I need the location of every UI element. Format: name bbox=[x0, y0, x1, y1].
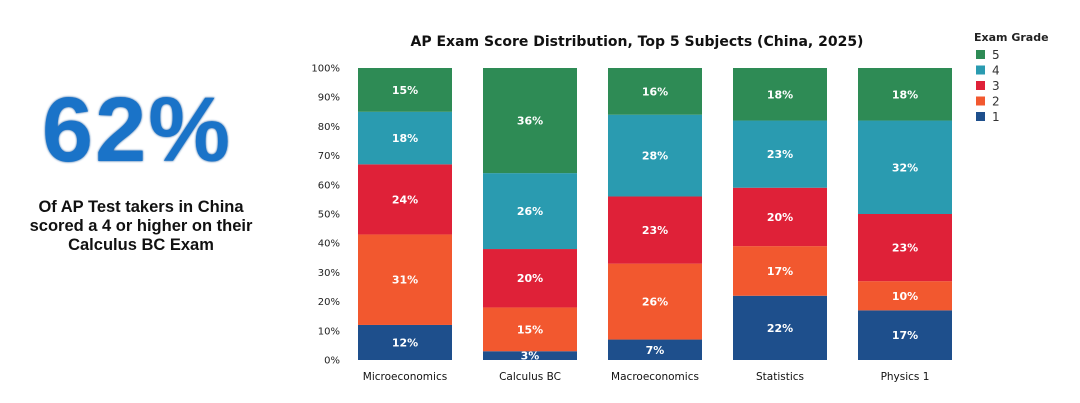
bar-segment-grade-5 bbox=[858, 68, 952, 121]
data-label: 16% bbox=[642, 85, 668, 98]
data-label: 22% bbox=[767, 322, 793, 335]
y-tick-label: 70% bbox=[318, 151, 340, 162]
legend-swatch bbox=[976, 112, 985, 121]
data-label: 23% bbox=[892, 242, 918, 255]
data-label: 20% bbox=[517, 272, 543, 285]
data-label: 18% bbox=[892, 88, 918, 101]
bar-segment-grade-2 bbox=[733, 246, 827, 296]
legend-swatch bbox=[976, 50, 985, 59]
bar-segment-grade-5 bbox=[733, 68, 827, 121]
legend-label: 1 bbox=[992, 110, 1000, 124]
bar-segment-grade-3 bbox=[858, 214, 952, 282]
legend-swatch bbox=[976, 96, 985, 106]
y-tick-label: 50% bbox=[318, 210, 340, 221]
legend-title: Exam Grade bbox=[974, 31, 1049, 44]
legend: Exam Grade 5 43 21 bbox=[974, 31, 1049, 124]
y-tick-label: 90% bbox=[318, 93, 340, 104]
data-label: 32% bbox=[892, 161, 918, 174]
bar-segment-grade-3 bbox=[608, 196, 702, 264]
x-tick-label: Physics 1 bbox=[881, 371, 930, 383]
bar-segment-grade-4 bbox=[858, 120, 952, 214]
y-tick-label: 10% bbox=[318, 326, 340, 337]
data-label: 10% bbox=[892, 290, 918, 303]
bar-segment-grade-1 bbox=[733, 295, 827, 360]
headline-caption: Of AP Test takers in China scored a 4 or… bbox=[29, 198, 253, 254]
data-label: 15% bbox=[392, 84, 418, 97]
y-tick-label: 80% bbox=[318, 122, 340, 133]
data-label: 15% bbox=[517, 323, 543, 336]
legend-label: 4 bbox=[992, 64, 1000, 78]
data-label: 31% bbox=[392, 274, 418, 287]
bar-segment-grade-5 bbox=[608, 68, 702, 115]
bar-segment-grade-1 bbox=[483, 351, 577, 360]
data-label: 23% bbox=[767, 148, 793, 161]
bar-segment-grade-4 bbox=[483, 173, 577, 250]
y-axis: 0% 10% 20% 30% 40% 50% 60% 70% 80% 90% 100% bbox=[311, 64, 340, 367]
bar-segment-grade-4 bbox=[358, 111, 452, 165]
legend-label: 5 bbox=[992, 48, 1000, 62]
y-tick-label: 100% bbox=[311, 64, 340, 75]
data-label: 17% bbox=[767, 265, 793, 278]
x-tick-label: Macroeconomics bbox=[611, 371, 699, 383]
bar-segment-grade-2 bbox=[358, 234, 452, 325]
data-label: 26% bbox=[642, 296, 668, 309]
data-label: 20% bbox=[767, 211, 793, 224]
y-tick-label: 60% bbox=[318, 180, 340, 191]
x-tick-label: Calculus BC bbox=[499, 371, 561, 383]
data-label: 7% bbox=[646, 344, 665, 357]
y-tick-label: 20% bbox=[318, 297, 340, 308]
legend-label: 2 bbox=[992, 95, 1000, 109]
data-label: 3% bbox=[521, 350, 540, 363]
bar-segment-grade-2 bbox=[483, 307, 577, 352]
data-label: 26% bbox=[517, 205, 543, 218]
data-label: 28% bbox=[642, 150, 668, 163]
bar-segment-grade-1 bbox=[858, 310, 952, 360]
data-label: 23% bbox=[642, 224, 668, 237]
data-label: 36% bbox=[517, 115, 543, 128]
chart-title: AP Exam Score Distribution, Top 5 Subjec… bbox=[411, 34, 864, 50]
y-tick-label: 30% bbox=[318, 268, 340, 279]
data-label: 12% bbox=[392, 336, 418, 349]
y-tick-label: 40% bbox=[318, 239, 340, 250]
bar-segment-grade-5 bbox=[483, 68, 577, 174]
x-axis: Microeconomics Calculus BC Macroeconomics S… bbox=[363, 371, 930, 383]
x-tick-label: Statistics bbox=[756, 371, 804, 383]
data-label: 18% bbox=[767, 88, 793, 101]
y-tick-label: 0% bbox=[324, 356, 340, 367]
x-tick-label: Microeconomics bbox=[363, 371, 447, 383]
headline-stat: 62% bbox=[41, 79, 233, 181]
bar-segment-grade-3 bbox=[733, 187, 827, 247]
data-label: 18% bbox=[392, 132, 418, 145]
legend-swatch bbox=[976, 65, 985, 75]
bar-segment-grade-2 bbox=[608, 263, 702, 340]
legend-label: 3 bbox=[992, 79, 1000, 93]
data-label: 17% bbox=[892, 329, 918, 342]
bars: 12% 31% 24% 18% 15% 3% 15% 20% 26% 36% 7% 26% 23% 28%… bbox=[358, 68, 952, 363]
legend-swatch bbox=[976, 81, 985, 90]
bar-segment-grade-4 bbox=[608, 114, 702, 197]
bar-segment-grade-2 bbox=[858, 281, 952, 311]
data-label: 24% bbox=[392, 193, 418, 206]
bar-segment-grade-1 bbox=[358, 324, 452, 360]
bar-segment-grade-3 bbox=[358, 164, 452, 235]
bar-segment-grade-5 bbox=[358, 68, 452, 112]
bar-segment-grade-1 bbox=[608, 339, 702, 360]
bar-segment-grade-3 bbox=[483, 249, 577, 308]
bar-segment-grade-4 bbox=[733, 120, 827, 188]
